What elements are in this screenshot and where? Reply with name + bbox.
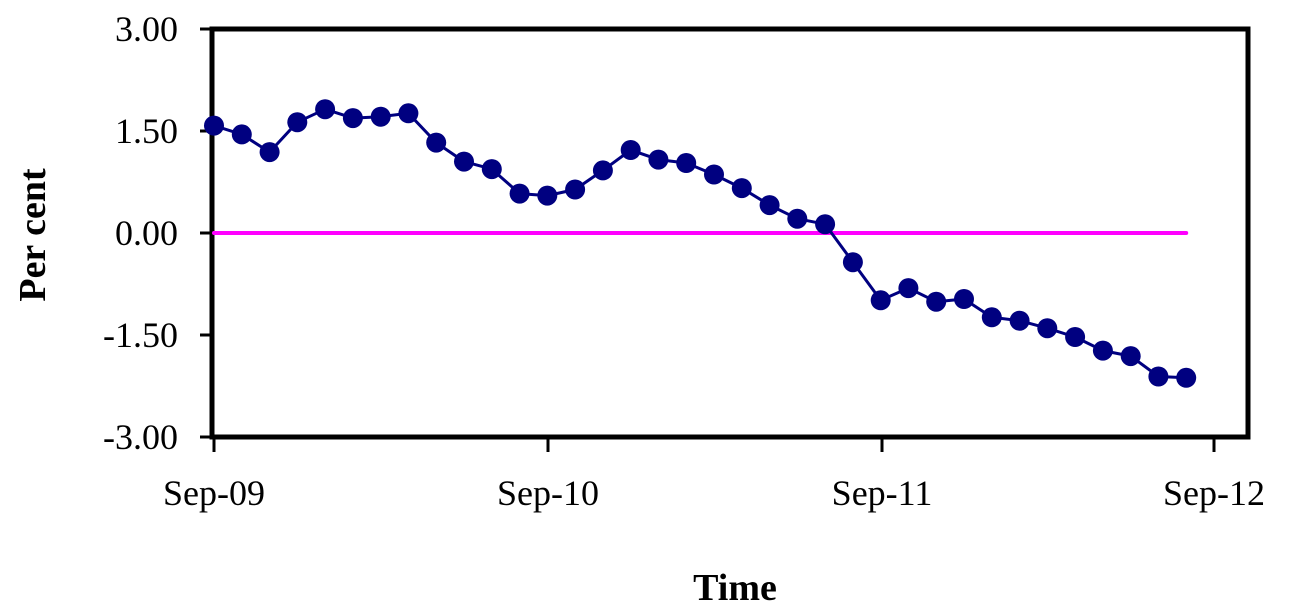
data-point [981, 307, 1002, 328]
data-point [259, 142, 280, 163]
data-point [315, 99, 336, 120]
x-tick-label: Sep-12 [1163, 473, 1265, 513]
data-point [1009, 310, 1030, 331]
data-point [787, 208, 808, 229]
x-tick-label: Sep-09 [163, 473, 265, 513]
x-axis-ticks: Sep-09 Sep-10 Sep-11 Sep-12 [163, 437, 1265, 513]
series-line [212, 107, 1188, 380]
data-point [676, 153, 697, 173]
data-point [1065, 327, 1086, 347]
data-point [870, 290, 891, 311]
y-tick-label: 1.50 [115, 111, 178, 151]
data-point [1148, 366, 1169, 387]
x-tick-label: Sep-10 [497, 473, 599, 513]
y-tick-label: 3.00 [115, 9, 178, 49]
data-point [648, 149, 669, 170]
data-point [1120, 346, 1141, 367]
x-axis-title: Time [693, 567, 777, 608]
data-point [898, 278, 919, 299]
data-point [759, 195, 780, 216]
data-point [592, 160, 613, 181]
data-point [537, 185, 558, 206]
data-point [1092, 340, 1113, 361]
data-point [565, 179, 586, 200]
data-point [1037, 318, 1058, 339]
data-point [926, 291, 947, 312]
data-point [398, 103, 419, 124]
data-point [454, 151, 474, 172]
data-point [287, 112, 308, 133]
data-point [954, 289, 974, 309]
y-tick-label: -3.00 [103, 417, 178, 457]
data-point [370, 106, 391, 127]
data-point [426, 132, 447, 153]
data-point [731, 178, 752, 199]
data-point [231, 124, 252, 145]
data-point [204, 115, 224, 136]
data-point [842, 252, 863, 273]
x-tick-label: Sep-11 [832, 473, 933, 513]
data-point [1176, 367, 1197, 388]
y-tick-label: 0.00 [115, 213, 178, 253]
series-layer [204, 99, 1197, 388]
data-point [815, 214, 836, 235]
y-axis-ticks: 3.00 1.50 0.00 -1.50 -3.00 [103, 9, 212, 457]
data-point [481, 159, 502, 180]
data-point [509, 183, 530, 204]
data-point [704, 164, 724, 185]
data-point [342, 108, 363, 129]
y-axis-title: Per cent [12, 168, 54, 302]
data-point [620, 140, 641, 160]
y-tick-label: -1.50 [103, 315, 178, 355]
